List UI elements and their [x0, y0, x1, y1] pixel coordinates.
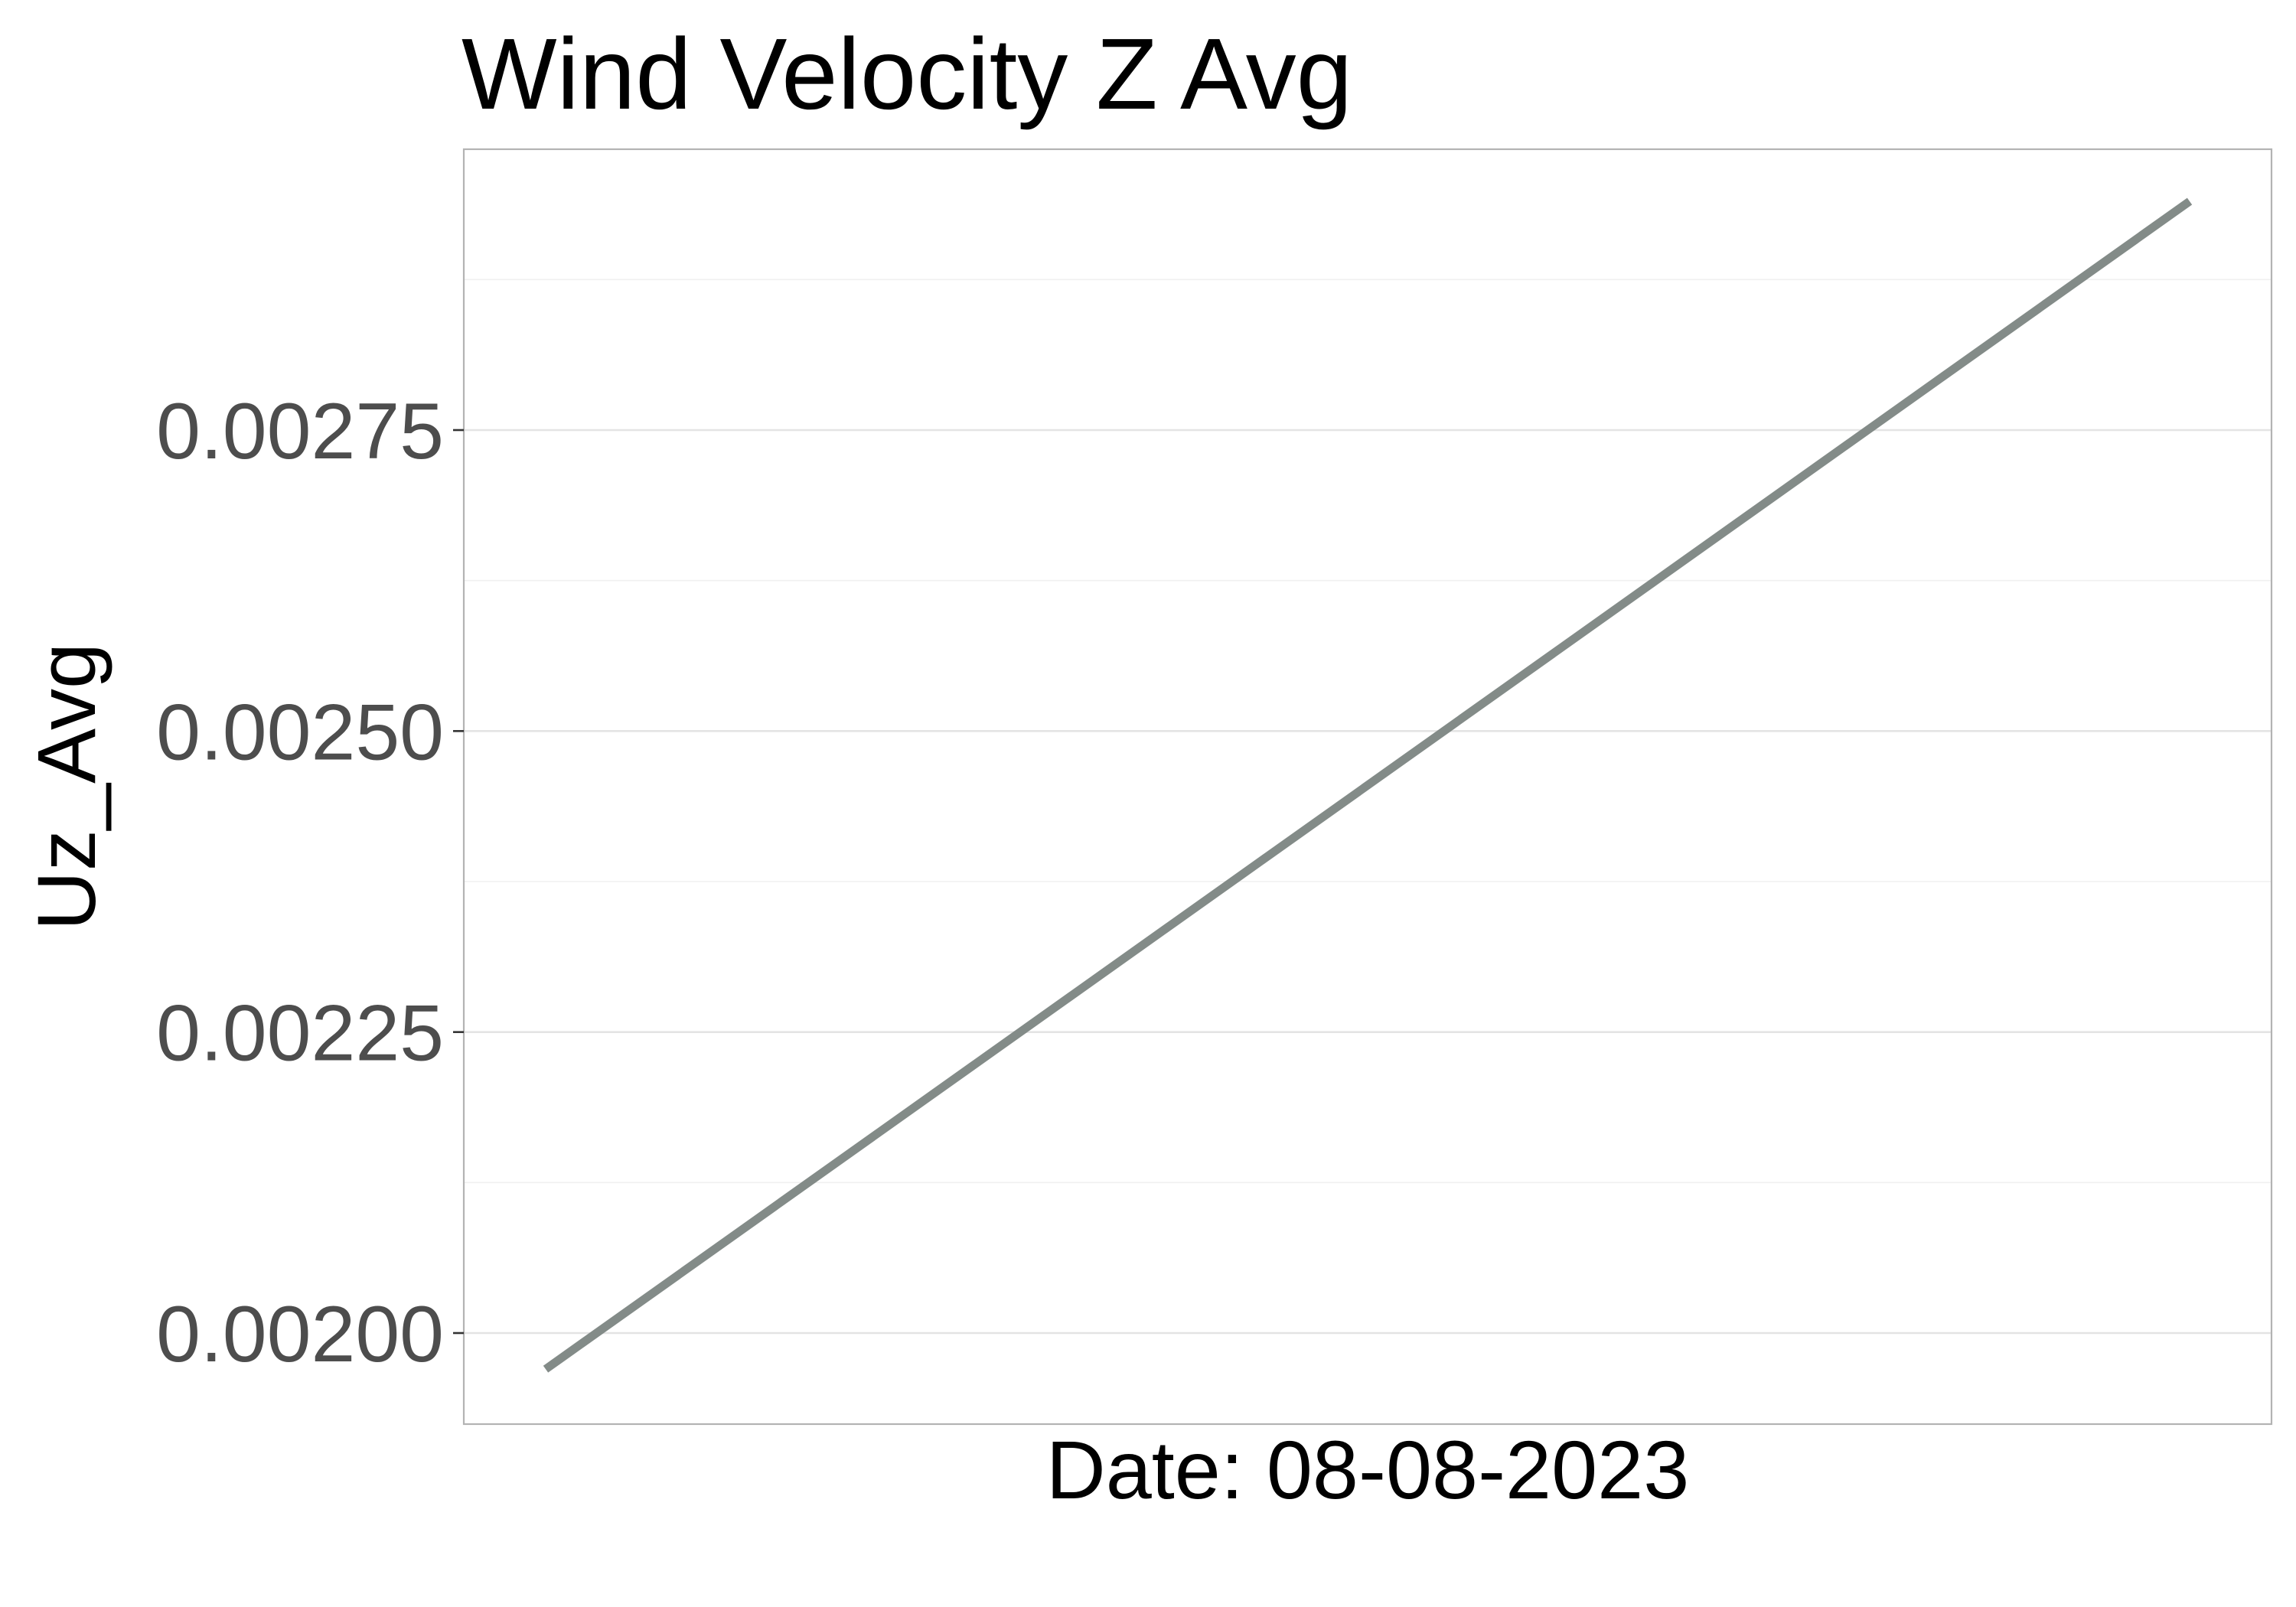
x-axis-label: Date: 08-08-2023 [1046, 1423, 1690, 1516]
minor-gridlines [464, 279, 2272, 1184]
y-tick-label: 0.00225 [156, 989, 444, 1078]
y-tick-marks [453, 429, 464, 1335]
plot-panel-border [462, 148, 2273, 1426]
y-axis-label: Uz_Avg [20, 643, 113, 931]
y-tick-label: 0.00250 [156, 688, 444, 777]
chart-title: Wind Velocity Z Avg [461, 18, 1352, 130]
y-tick-labels: 0.00200 0.00225 0.00250 0.00275 [156, 387, 444, 1379]
major-gridlines [464, 429, 2272, 1335]
series-layer [543, 197, 2193, 1373]
y-tick-label: 0.00275 [156, 387, 444, 476]
y-tick-label: 0.00200 [156, 1290, 444, 1379]
series-line [543, 197, 2193, 1373]
